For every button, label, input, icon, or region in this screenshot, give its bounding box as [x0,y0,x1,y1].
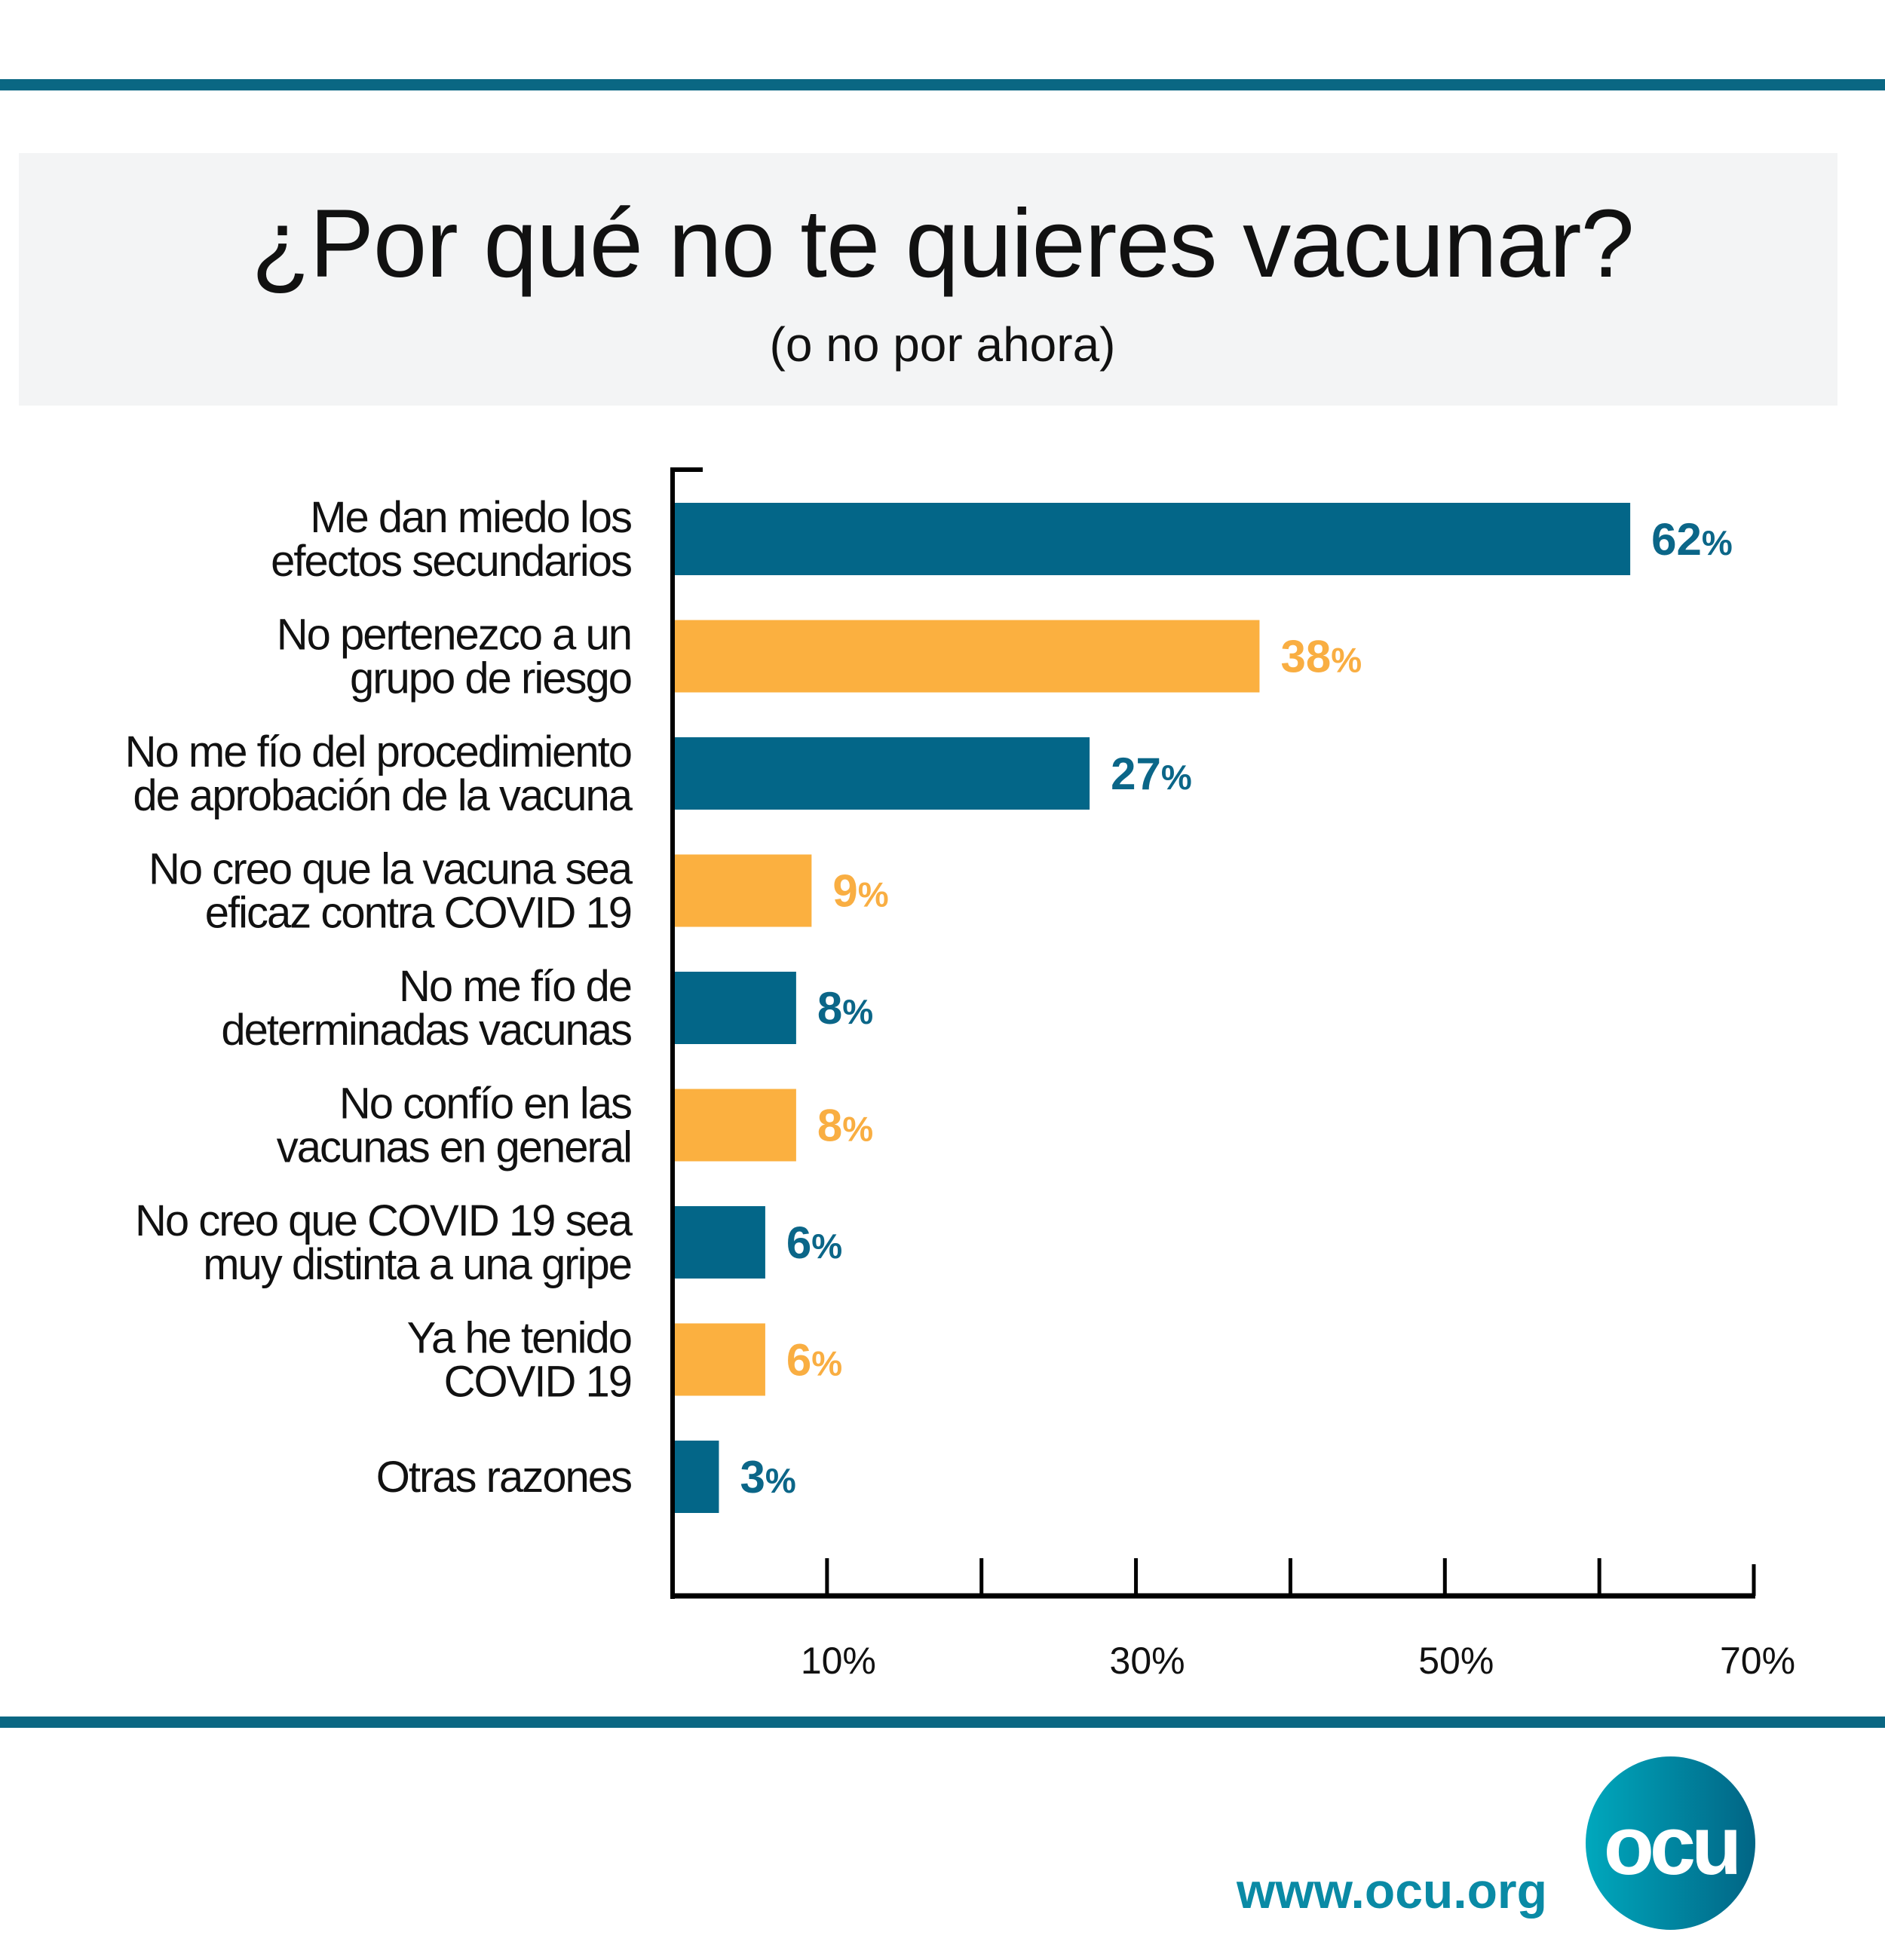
category-label: Otras razones [376,1453,631,1502]
value-unit: % [1702,523,1733,562]
website-link[interactable]: www.ocu.org [1237,1863,1547,1919]
category-label: eficaz contra COVID 19 [205,889,631,938]
value-number: 62 [1651,514,1702,565]
bar [675,854,812,927]
value-number: 8 [817,1101,842,1151]
logo-text: ocu [1603,1799,1742,1892]
bar [675,503,1631,575]
category-label: No creo que COVID 19 sea [135,1196,633,1245]
value-number: 38 [1280,632,1331,682]
value-label: 62% [1651,514,1733,565]
category-label: efectos secundarios [271,537,631,586]
value-number: 8 [817,983,842,1034]
value-number: 9 [832,866,857,917]
bar [675,1206,765,1279]
value-number: 6 [786,1217,811,1268]
value-unit: % [1161,758,1192,797]
value-unit: % [842,992,873,1031]
value-label: 8% [817,983,873,1034]
bar [675,972,796,1044]
bottom-rule [0,1717,1885,1728]
value-number: 27 [1111,749,1161,799]
value-number: 3 [740,1452,765,1502]
category-label: de aprobación de la vacuna [133,771,633,820]
value-unit: % [811,1344,842,1383]
category-label: No pertenezco a un [277,611,631,660]
value-label: 27% [1111,749,1192,799]
title-band [19,153,1837,406]
ocu-logo: ocu [1586,1756,1755,1930]
category-label: No me fío del procedimiento [125,727,631,776]
x-tick-label: 50% [1418,1640,1494,1682]
chart-title: ¿Por qué no te quieres vacunar? [251,190,1634,298]
category-label: vacunas en general [277,1123,631,1172]
value-label: 8% [817,1101,873,1151]
value-label: 3% [740,1452,795,1502]
chart-subtitle: (o no por ahora) [769,317,1116,372]
bar [675,1441,719,1513]
x-tick-label: 10% [801,1640,876,1682]
value-unit: % [842,1110,873,1149]
value-unit: % [811,1227,842,1266]
category-label: Me dan miedo los [310,493,631,542]
bar [675,737,1090,810]
value-label: 6% [786,1335,842,1386]
value-label: 38% [1280,632,1362,682]
x-tick-label: 70% [1720,1640,1795,1682]
value-unit: % [765,1461,796,1500]
category-label: muy distinta a una gripe [203,1240,631,1289]
bar [675,1323,765,1396]
value-unit: % [858,875,889,914]
bar [675,620,1260,693]
category-label: No me fío de [399,962,631,1011]
value-label: 9% [832,866,888,917]
category-label: No creo que la vacuna sea [149,845,633,894]
category-label: determinadas vacunas [221,1006,631,1055]
bar [675,1089,796,1162]
category-label: No confío en las [339,1080,631,1129]
top-rule [0,79,1885,90]
value-number: 6 [786,1335,811,1386]
value-unit: % [1331,641,1362,680]
category-label: grupo de riesgo [350,654,631,703]
category-label: Ya he tenido [407,1314,631,1363]
value-label: 6% [786,1217,842,1268]
x-tick-label: 30% [1110,1640,1185,1682]
category-label: COVID 19 [444,1358,631,1407]
